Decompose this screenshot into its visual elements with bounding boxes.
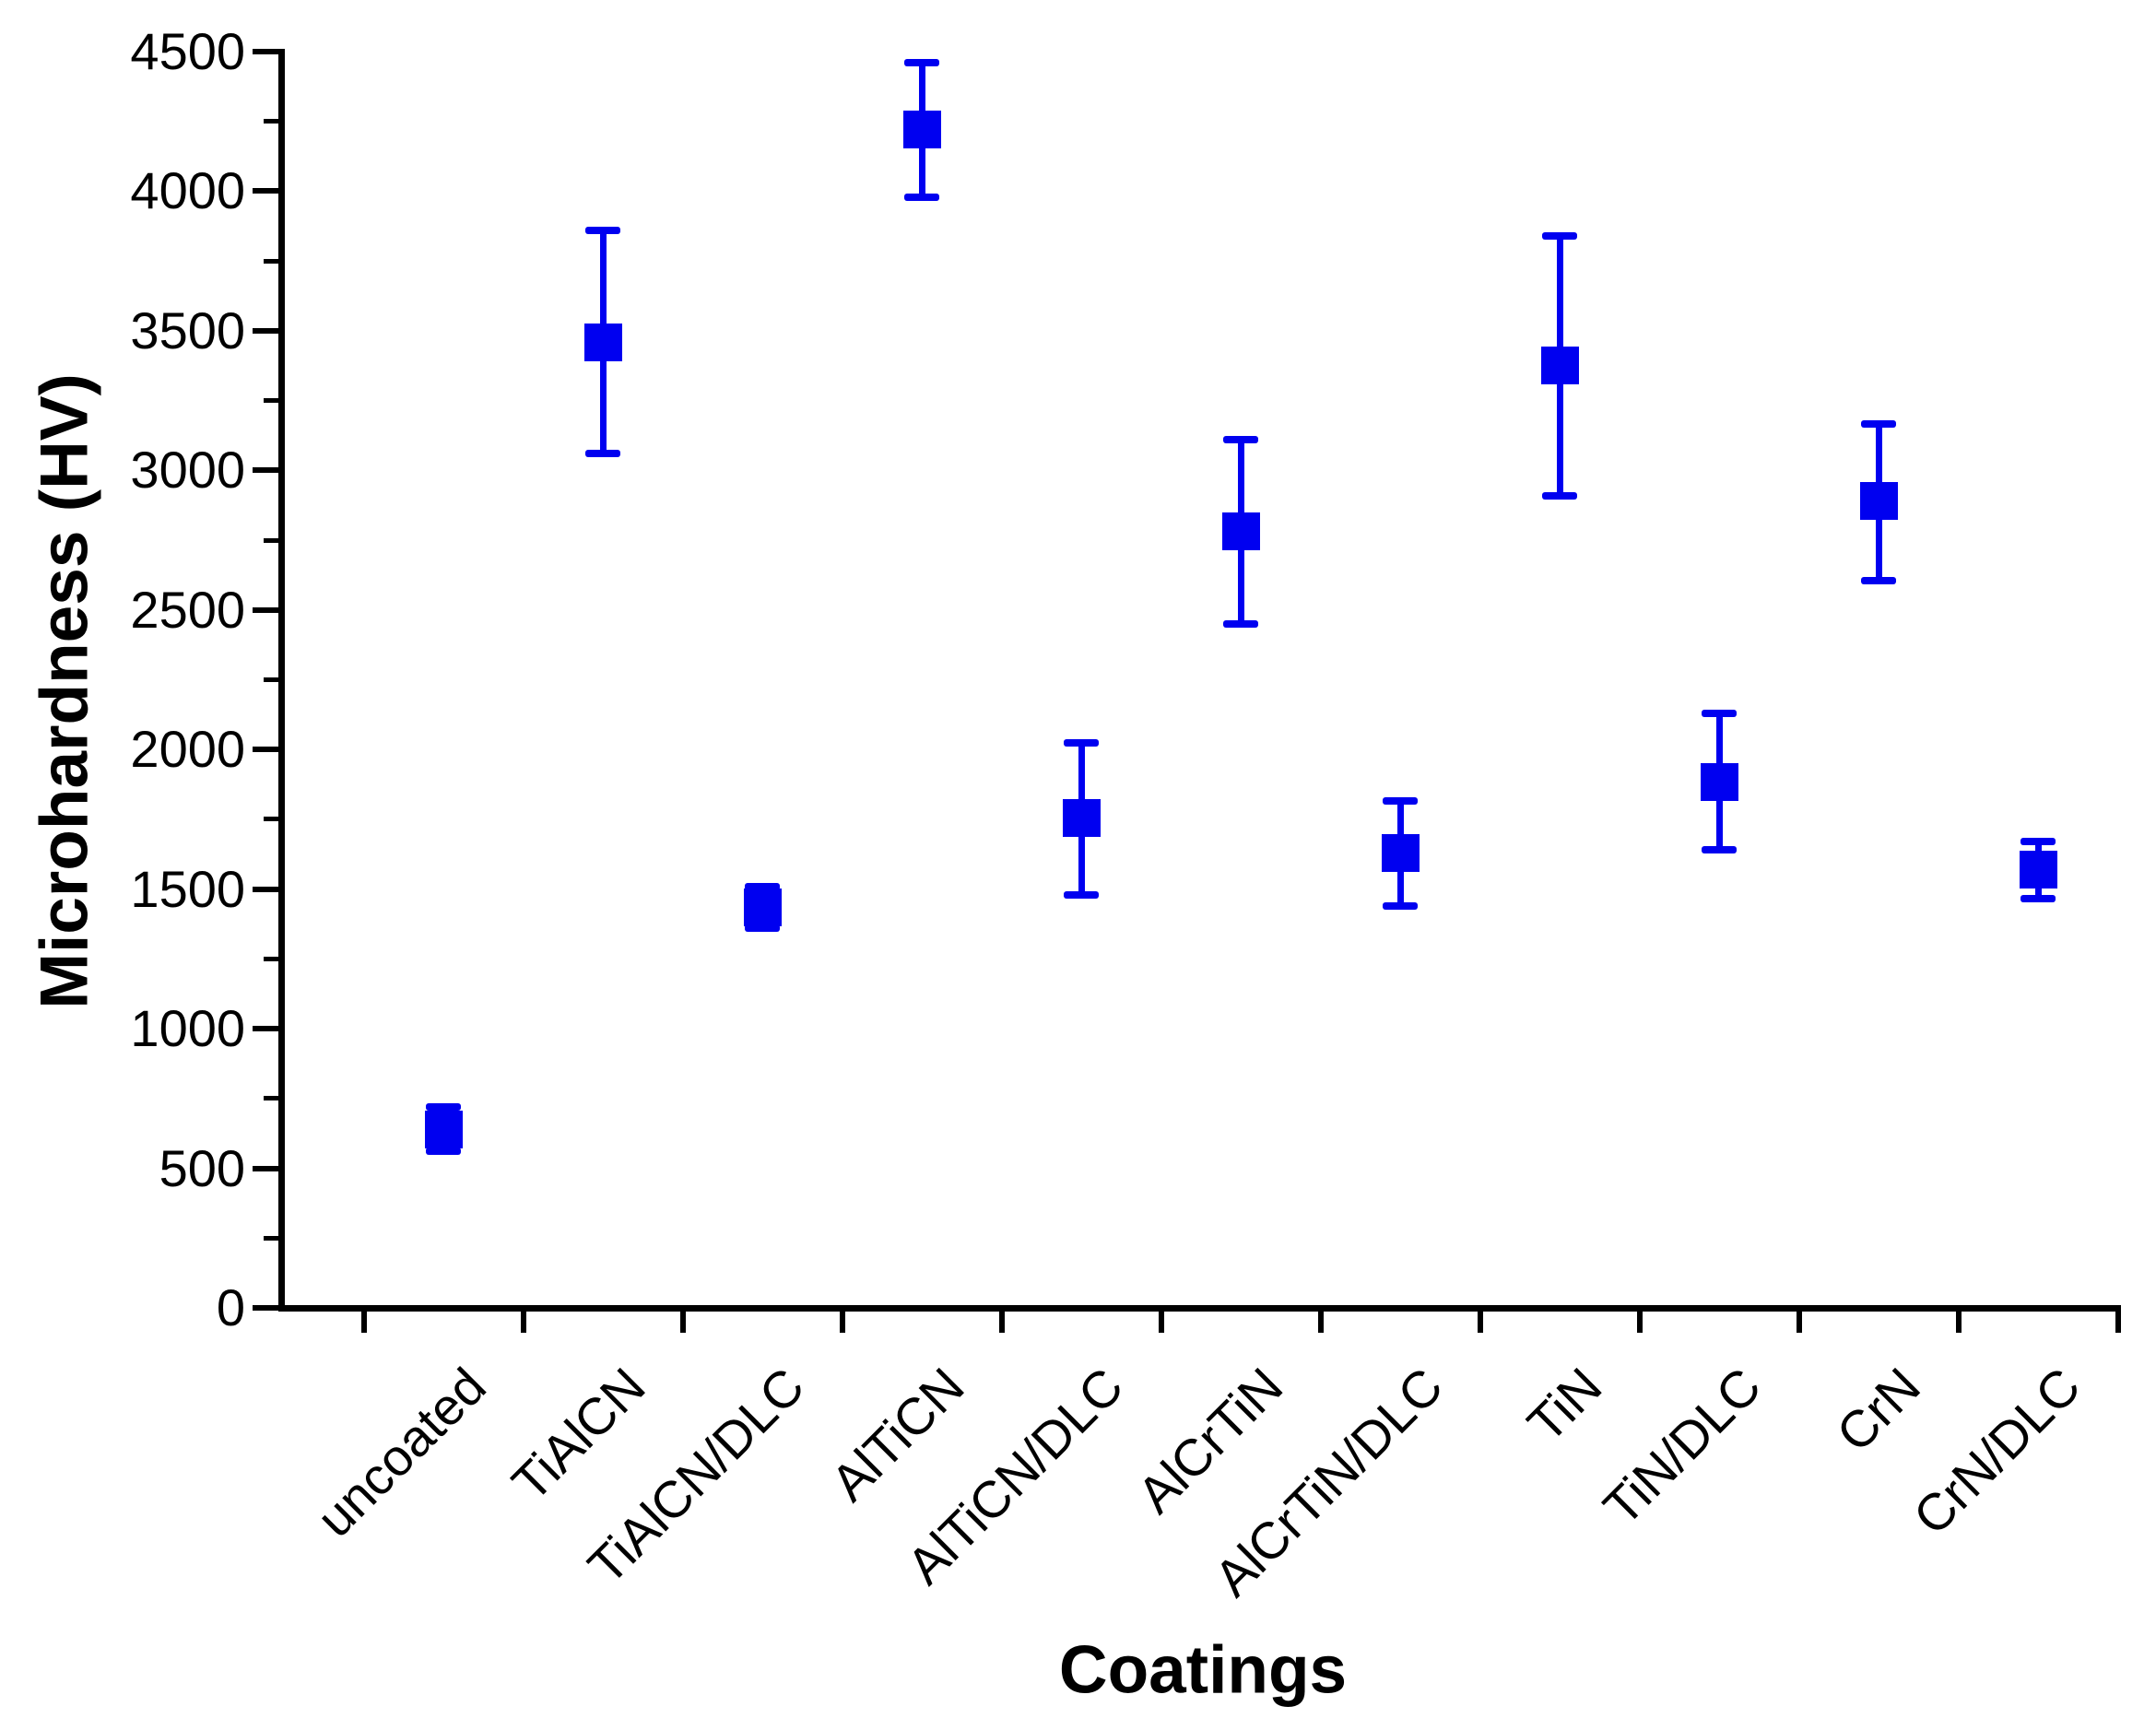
y-minor-tick [264,956,278,961]
x-tick [2115,1309,2121,1333]
error-bar-cap-bottom [2021,895,2056,903]
error-bar-cap-bottom [1223,619,1258,628]
x-category-label: CrN/DLC [1902,1356,2091,1547]
data-point-marker [743,888,782,926]
y-tick-label: 1000 [130,999,245,1058]
x-category-label: AlTiCN [819,1356,975,1512]
x-axis-title: Coatings [1058,1632,1348,1708]
x-category-label: AlCrTiN [1125,1356,1294,1524]
y-tick-label: 1500 [130,859,245,918]
x-category-label: TiN [1515,1356,1613,1453]
y-axis-line [278,49,285,1312]
y-major-tick [253,327,278,334]
y-major-tick [253,747,278,753]
x-category-label: CrN [1825,1356,1932,1463]
y-major-tick [253,49,278,54]
y-major-tick [253,188,278,194]
error-bar-cap-bottom [745,924,780,933]
error-bar-cap-top [904,59,939,67]
x-category-label: TiAlCN [500,1356,656,1512]
x-tick [1158,1309,1164,1333]
data-point-marker [1381,833,1420,872]
y-major-tick [253,606,278,613]
x-tick [839,1309,845,1333]
error-bar-cap-bottom [1383,901,1418,910]
data-point-marker [1540,347,1579,385]
data-point-marker [1859,482,1898,521]
data-point-marker [902,111,941,149]
y-major-tick [253,1165,278,1171]
error-bar-cap-top [1223,436,1258,443]
error-bar-cap-bottom [1861,576,1896,584]
y-minor-tick [264,258,278,264]
y-minor-tick [264,1096,278,1101]
error-bar-cap-top [585,226,620,234]
y-major-tick [253,467,278,474]
x-axis-line [278,1305,2121,1312]
y-tick-label: 4500 [130,22,245,80]
x-tick [1477,1309,1483,1333]
y-tick-label: 2500 [130,580,245,639]
x-category-label: uncoated [304,1356,497,1548]
x-tick [1796,1309,1802,1333]
y-minor-tick [264,1235,278,1241]
x-tick [520,1309,526,1333]
data-point-marker [1062,798,1101,837]
x-tick [679,1309,686,1333]
y-tick-label: 3000 [130,441,245,500]
y-minor-tick [264,537,278,543]
y-tick-label: 4000 [130,161,245,220]
x-tick [1955,1309,1962,1333]
error-bar-cap-top [426,1102,461,1111]
error-bar-cap-top [1542,231,1577,240]
y-tick-label: 0 [216,1278,245,1336]
error-bar-cap-top [1383,797,1418,806]
y-major-tick [253,886,278,892]
data-point-marker [424,1110,463,1148]
data-point-marker [2019,850,2057,889]
x-tick [998,1309,1005,1333]
y-minor-tick [264,817,278,822]
y-tick-label: 3500 [130,300,245,359]
x-tick [1317,1309,1324,1333]
error-bar-cap-top [1861,420,1896,429]
error-bar-cap-bottom [904,193,939,201]
x-tick [1636,1309,1643,1333]
error-bar-cap-top [2021,838,2056,846]
data-point-marker [583,323,622,361]
error-bar-cap-top [745,882,780,890]
error-bar-cap-top [1702,709,1737,717]
y-minor-tick [264,398,278,404]
x-category-label: TiN/DLC [1592,1356,1773,1536]
y-minor-tick [264,119,278,124]
error-bar-cap-top [1064,738,1099,747]
error-bar-cap-bottom [585,450,620,458]
error-bar-cap-bottom [426,1147,461,1156]
error-bar-cap-bottom [1064,890,1099,899]
error-bar-cap-bottom [1702,846,1737,854]
y-minor-tick [264,677,278,682]
data-point-marker [1700,762,1738,801]
y-major-tick [253,1026,278,1032]
y-tick-label: 500 [159,1138,245,1197]
y-tick-label: 2000 [130,720,245,779]
x-tick [360,1309,367,1333]
error-bar-cap-bottom [1542,491,1577,500]
data-point-marker [1221,512,1260,551]
y-major-tick [253,1305,278,1311]
